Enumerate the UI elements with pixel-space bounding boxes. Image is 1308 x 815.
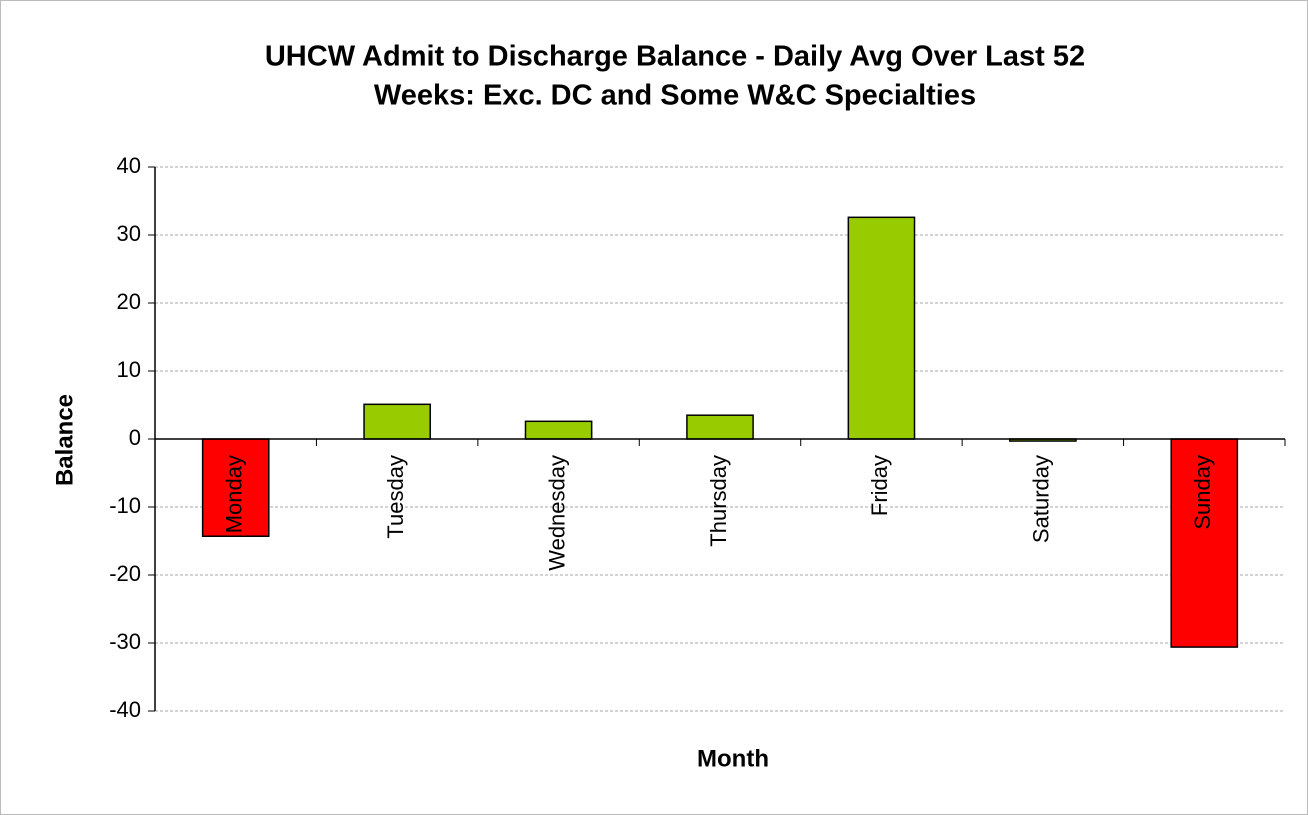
y-tick-label: -20 [109, 561, 141, 586]
x-tick-label: Wednesday [544, 455, 569, 571]
y-tick-label: -10 [109, 493, 141, 518]
x-tick-label: Sunday [1190, 455, 1215, 530]
chart-title: UHCW Admit to Discharge Balance - Daily … [265, 41, 1085, 73]
bar [524, 420, 593, 440]
x-tick-label: Thursday [706, 455, 731, 547]
bar [201, 438, 270, 537]
bar [847, 216, 916, 440]
bar [1170, 438, 1239, 648]
x-axis-label: Month [697, 745, 769, 772]
x-tick-label: Saturday [1029, 455, 1054, 543]
x-tick-label: Tuesday [383, 455, 408, 539]
bar [363, 403, 431, 440]
y-tick-label: 30 [117, 221, 141, 246]
y-tick-label: 20 [117, 289, 141, 314]
chart-title: Weeks: Exc. DC and Some W&C Specialties [374, 80, 976, 112]
y-tick-label: 40 [117, 153, 141, 178]
y-tick-label: 10 [117, 357, 141, 382]
y-tick-label: -30 [109, 629, 141, 654]
bar [686, 414, 754, 440]
x-tick-label: Monday [222, 455, 247, 533]
y-tick-label: -40 [109, 697, 141, 722]
x-tick-label: Friday [867, 455, 892, 516]
y-tick-label: 0 [129, 425, 141, 450]
y-axis-label: Balance [51, 394, 78, 486]
